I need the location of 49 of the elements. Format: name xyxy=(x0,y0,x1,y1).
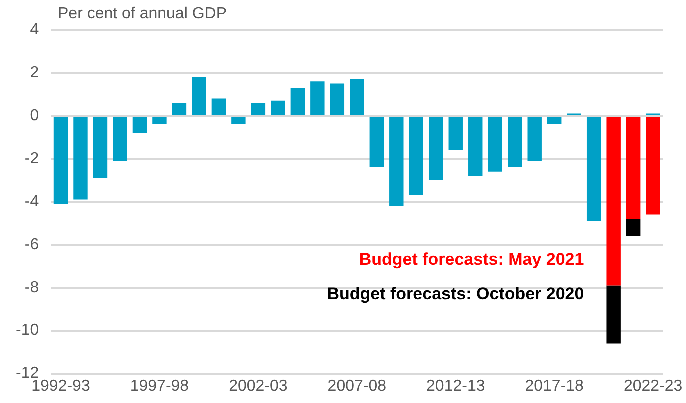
bar xyxy=(350,79,364,115)
y-tick-label: -2 xyxy=(24,150,40,168)
bar xyxy=(626,116,641,220)
bar xyxy=(74,116,88,200)
bar xyxy=(192,77,206,115)
bar xyxy=(409,116,424,196)
series-label: Budget forecasts: May 2021 xyxy=(359,250,584,270)
bar xyxy=(586,116,602,222)
bar xyxy=(390,116,404,206)
bar xyxy=(152,116,167,125)
x-tick-label: 2002-03 xyxy=(229,378,288,395)
y-tick-label: -8 xyxy=(24,279,40,296)
bar xyxy=(646,116,660,215)
bar xyxy=(251,103,266,115)
bar xyxy=(468,116,483,176)
bar xyxy=(54,116,68,204)
bar xyxy=(547,116,562,125)
x-tick-label: 2022-23 xyxy=(624,378,683,395)
bar xyxy=(528,116,542,162)
x-tick-label: 2007-08 xyxy=(328,378,387,395)
bar xyxy=(232,116,246,125)
bar xyxy=(172,103,187,115)
bar xyxy=(271,100,286,115)
y-tick-label: -10 xyxy=(16,322,40,340)
y-tick-label: 4 xyxy=(30,21,40,38)
bar xyxy=(132,116,148,134)
bar xyxy=(626,219,641,236)
y-tick-label: -4 xyxy=(24,193,40,210)
bar xyxy=(429,116,444,180)
x-tick-label: 1992-93 xyxy=(32,378,90,395)
bar xyxy=(606,116,621,286)
bar xyxy=(212,98,226,115)
bar xyxy=(508,116,522,168)
bar xyxy=(113,116,128,162)
y-tick-label: -6 xyxy=(24,236,40,254)
y-tick-label: 0 xyxy=(30,107,40,124)
bar xyxy=(330,84,345,115)
y-tick-label: 2 xyxy=(30,64,40,82)
x-tick-label: 2012-13 xyxy=(426,378,486,395)
y-axis-title: Per cent of annual GDP xyxy=(58,5,227,22)
bar xyxy=(290,88,306,115)
bar xyxy=(93,116,108,178)
x-tick-label: 2017-18 xyxy=(525,378,584,395)
bar xyxy=(310,82,325,115)
bar xyxy=(488,116,502,172)
bar xyxy=(448,116,463,150)
bar xyxy=(370,116,384,168)
x-tick-label: 1997-98 xyxy=(130,378,190,395)
series-label: Budget forecasts: October 2020 xyxy=(327,284,584,304)
